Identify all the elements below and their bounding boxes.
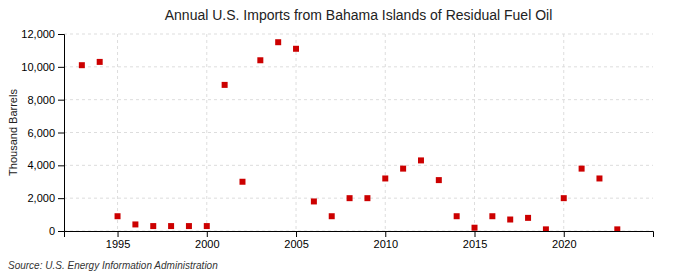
x-axis-tick-label: 2015: [463, 238, 487, 250]
x-axis-line: [65, 232, 654, 238]
x-axis-tick-mark: [207, 231, 208, 237]
x-axis-tick-label: 2000: [195, 238, 219, 250]
point: [239, 179, 245, 185]
point: [472, 225, 478, 231]
point: [347, 195, 353, 201]
y-axis-tick-mark: [58, 165, 64, 166]
y-axis-tick-label: 12,000: [21, 28, 55, 40]
y-axis-title: Thousand Barrels: [7, 89, 19, 176]
grid-line: [64, 165, 653, 166]
x-axis-tick-mark: [564, 231, 565, 237]
point: [454, 213, 460, 219]
x-axis-tick-label: 1995: [106, 238, 130, 250]
point: [561, 195, 567, 201]
y-axis-tick: 0: [49, 225, 64, 237]
grid-line: [206, 34, 207, 231]
y-axis-tick-mark: [58, 34, 64, 35]
point: [257, 57, 263, 63]
grid-line: [64, 34, 653, 35]
y-axis-tick: 6,000: [27, 127, 64, 139]
point: [293, 46, 299, 52]
point: [186, 223, 192, 229]
x-axis-tick: 2000: [195, 231, 219, 250]
y-axis-tick-label: 0: [49, 225, 55, 237]
grid-line: [117, 34, 118, 231]
x-axis-tick: 2010: [374, 231, 398, 250]
grid-line: [64, 99, 653, 100]
x-axis-tick-mark: [475, 231, 476, 237]
y-axis-tick-mark: [58, 100, 64, 101]
y-axis-tick: 10,000: [21, 61, 64, 73]
points: [79, 39, 620, 231]
grid-line: [64, 66, 653, 67]
y-axis-tick: 8,000: [27, 94, 64, 106]
grid-line: [296, 34, 297, 231]
y-axis-tick-label: 6,000: [27, 127, 55, 139]
point: [614, 226, 620, 231]
point: [489, 213, 495, 219]
point: [222, 82, 228, 88]
point: [418, 157, 424, 163]
y-axis-tick-mark: [58, 231, 64, 232]
y-axis-tick-label: 2,000: [27, 192, 55, 204]
point: [579, 166, 585, 172]
y-axis-tick: 2,000: [27, 192, 64, 204]
y-axis: 0 2,000 4,000 6,000 8,000 10,000 12,000: [21, 28, 64, 237]
point: [364, 195, 370, 201]
x-axis-tick-mark: [296, 231, 297, 237]
point: [525, 215, 531, 221]
y-axis-tick-mark: [58, 67, 64, 68]
point: [132, 221, 138, 227]
point: [329, 213, 335, 219]
x-axis-tick: 2015: [463, 231, 487, 250]
point: [400, 166, 406, 172]
point: [204, 223, 210, 229]
x-axis-tick-mark: [385, 231, 386, 237]
grid-line: [385, 34, 386, 231]
grid-line: [474, 34, 475, 231]
point: [311, 198, 317, 204]
point: [382, 175, 388, 181]
grid: [64, 34, 653, 231]
x-axis-tick: 2020: [552, 231, 576, 250]
grid-line: [563, 34, 564, 231]
point: [79, 62, 85, 68]
y-axis-tick-label: 4,000: [27, 159, 55, 171]
title: Annual U.S. Imports from Bahama Islands …: [165, 7, 553, 23]
y-axis-tick-mark: [58, 198, 64, 199]
x-axis-tick: 2005: [284, 231, 308, 250]
y-axis-tick: 4,000: [27, 159, 64, 171]
grid-line: [64, 132, 653, 133]
x-axis: 1995 2000 2005 2010 2015 2020: [65, 231, 654, 250]
point: [507, 217, 513, 223]
y-axis-tick: 12,000: [21, 28, 64, 40]
x-axis-tick: 1995: [106, 231, 130, 250]
x-axis-tick-mark: [118, 231, 119, 237]
plot-area: 1995 2000 2005 2010 2015 2020 0 2,000 4,000 6,000…: [21, 28, 653, 250]
point: [168, 223, 174, 229]
point: [436, 177, 442, 183]
annotation: Source: U.S. Energy Information Administ…: [8, 260, 218, 271]
x-axis-tick-label: 2020: [552, 238, 576, 250]
point: [97, 59, 103, 65]
y-axis-tick-label: 10,000: [21, 61, 55, 73]
y-axis-tick-mark: [58, 133, 64, 134]
point: [150, 223, 156, 229]
x-axis-tick-label: 2005: [284, 238, 308, 250]
y-axis-line: [58, 35, 65, 232]
point: [275, 39, 281, 45]
chart: 1995 2000 2005 2010 2015 2020 0 2,000 4,000 6,000…: [0, 0, 675, 275]
x-axis-tick-label: 2010: [374, 238, 398, 250]
point: [596, 175, 602, 181]
y-axis-tick-label: 8,000: [27, 94, 55, 106]
point: [543, 226, 549, 231]
point: [115, 213, 121, 219]
